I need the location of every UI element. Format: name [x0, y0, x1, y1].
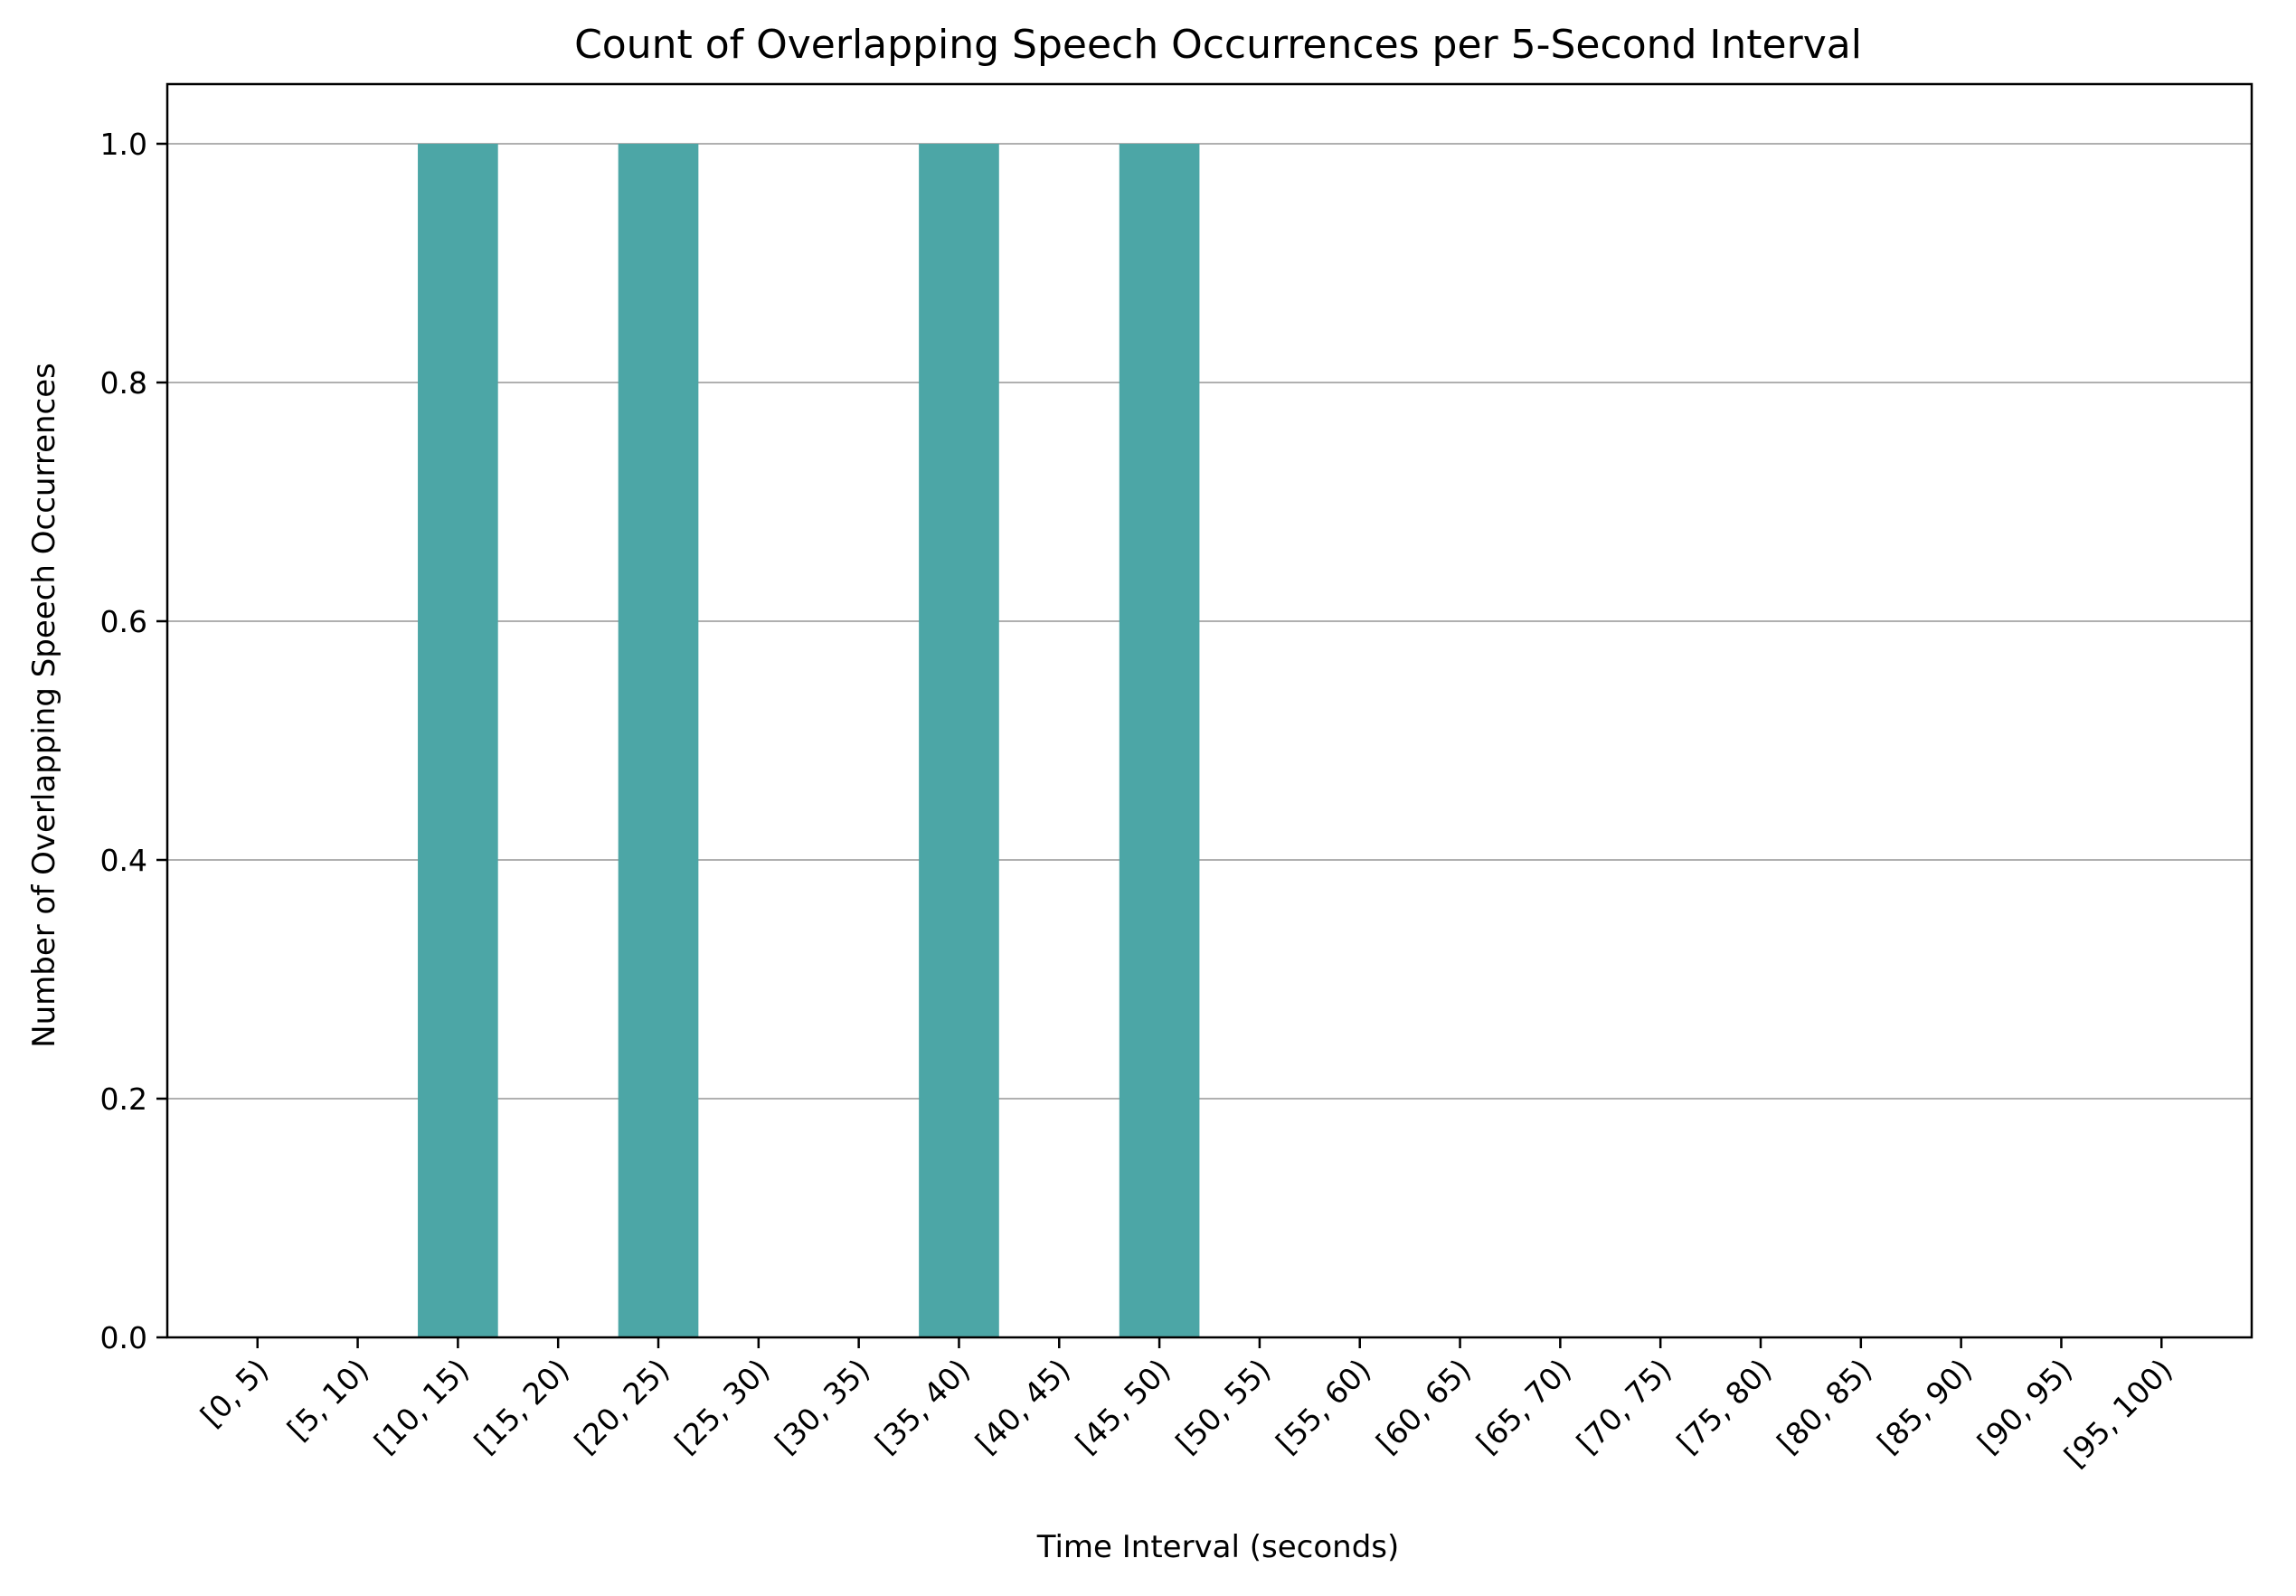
y-axis-label: Number of Overlapping Speech Occurrences [26, 363, 62, 1048]
y-tick-label: 0.6 [100, 604, 147, 639]
y-tick-label: 0.0 [100, 1320, 147, 1355]
y-tick-label: 0.2 [100, 1081, 147, 1117]
plot-frame [165, 82, 2253, 1339]
y-tick-label: 0.8 [100, 365, 147, 401]
x-axis-label: Time Interval (seconds) [1036, 1529, 1400, 1565]
y-tick-label: 1.0 [100, 127, 147, 162]
chart-title: Count of Overlapping Speech Occurrences … [574, 22, 1862, 68]
bar [1119, 144, 1200, 1337]
y-tick-label: 0.4 [100, 843, 147, 878]
bar [618, 144, 699, 1337]
bars [418, 144, 1200, 1337]
bar [919, 144, 999, 1337]
bar [418, 144, 498, 1337]
